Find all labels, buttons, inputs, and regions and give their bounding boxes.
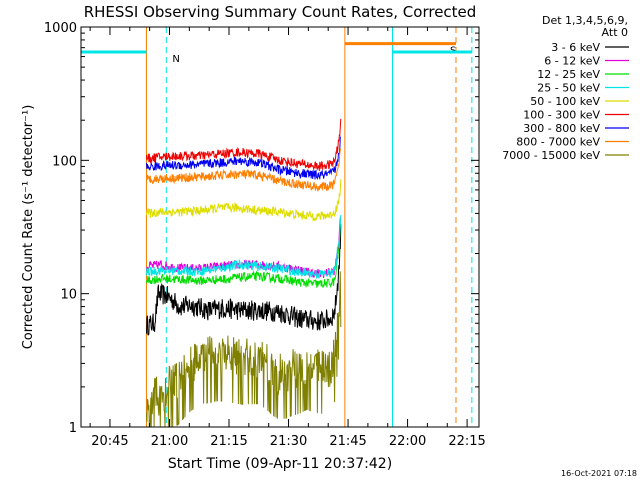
x-tick-label: 21:45 [329,434,366,449]
legend-label: 6 - 12 keV [544,55,600,68]
plot-frame [80,26,480,428]
x-tick-label: 21:00 [151,434,188,449]
y-tick-label: 1 [69,421,77,436]
legend-header: Det 1,3,4,5,6,9, [542,14,628,27]
chart-title: RHESSI Observing Summary Count Rates, Co… [84,3,477,21]
legend-label: 50 - 100 keV [530,95,600,108]
legend-label: 800 - 7000 keV [516,136,600,149]
y-tick-label: 1000 [44,21,77,36]
x-axis-label: Start Time (09-Apr-11 20:37:42) [168,456,392,472]
series-line [146,179,342,222]
y-axis: 1 10 100 1000 [44,21,479,436]
series-line [146,118,342,172]
legend-label: 7000 - 15000 keV [502,149,600,162]
legend-label: 3 - 6 keV [551,41,600,54]
series-line [146,224,342,288]
legend-header: Att 0 [602,26,628,39]
y-tick-label: 10 [60,288,77,303]
x-tick-label: 22:15 [448,434,485,449]
series-line [146,136,341,181]
x-tick-label: 20:45 [91,434,128,449]
legend-label: 100 - 300 keV [523,109,600,122]
series-line [146,148,342,192]
x-tick-label: 21:30 [270,434,307,449]
y-tick-label: 100 [52,154,77,169]
plot-area: NS [80,27,473,428]
series-line [146,214,342,280]
legend-label: 300 - 800 keV [523,122,600,135]
flag-label: N [172,54,179,65]
x-tick-label: 22:00 [389,434,426,449]
y-axis-label: Corrected Count Rate (s⁻¹ detector⁻¹) [21,105,36,350]
x-axis: 20:45 21:00 21:15 21:30 21:45 22:00 22:15 [89,27,486,449]
legend-label: 12 - 25 keV [537,68,600,81]
x-tick-label: 21:15 [210,434,247,449]
legend-label: 25 - 50 keV [537,82,600,95]
series-line [146,224,342,336]
footer-timestamp: 16-Oct-2021 07:18 [561,469,637,478]
series-line [146,271,342,428]
